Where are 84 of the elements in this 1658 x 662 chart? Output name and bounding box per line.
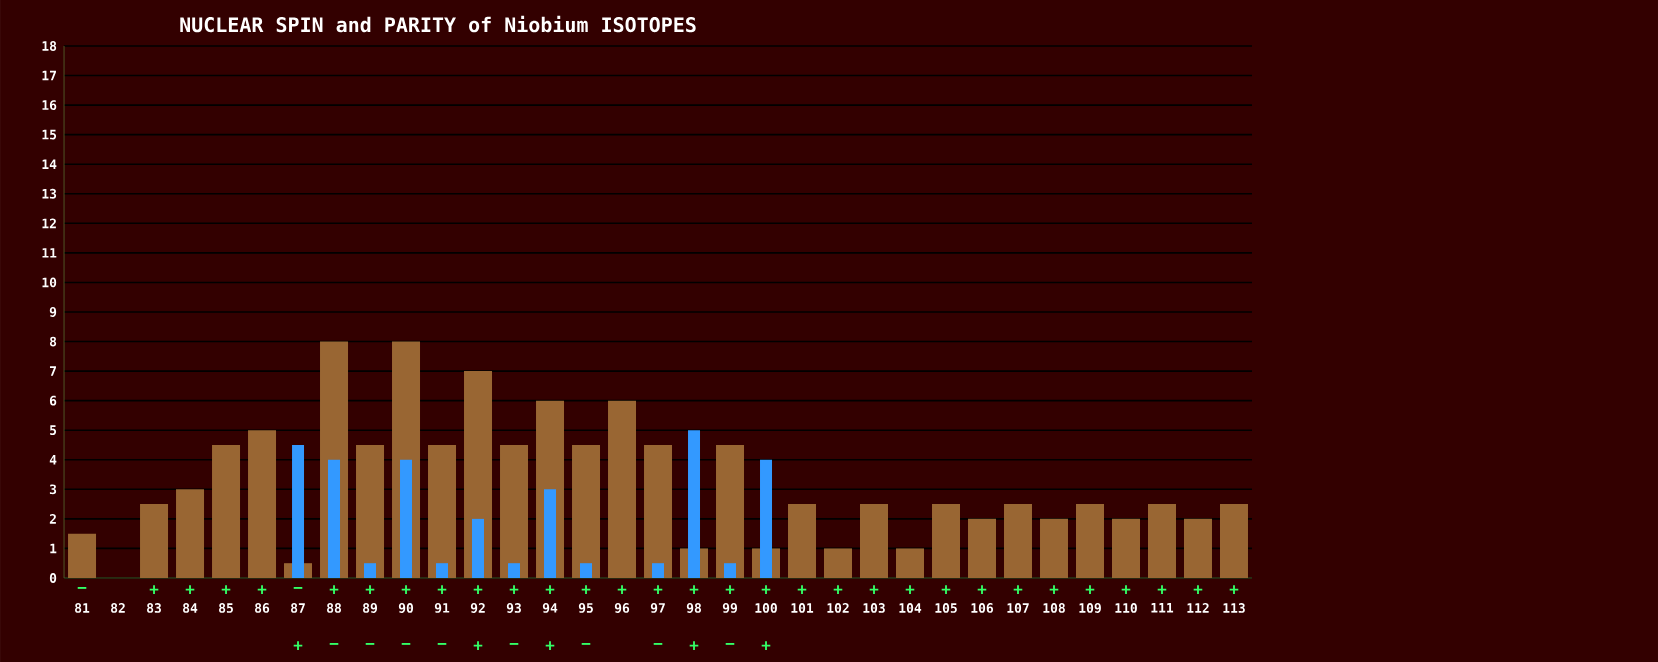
data-label: +: [905, 585, 915, 594]
bar: [292, 444, 305, 578]
data-label: +: [293, 641, 303, 650]
bar: [716, 444, 745, 578]
data-label: −: [77, 586, 87, 589]
data-label: +: [185, 585, 195, 594]
bar: [968, 518, 997, 578]
bar: [356, 444, 385, 578]
bar: [472, 518, 485, 578]
data-label: +: [689, 641, 699, 650]
data-label: +: [761, 585, 771, 594]
data-label: +: [1157, 585, 1167, 594]
data-label: −: [293, 586, 303, 589]
bar: [1004, 504, 1032, 578]
bar: [724, 563, 737, 578]
bar: [544, 489, 557, 578]
data-label: −: [509, 642, 519, 645]
data-label: +: [653, 585, 663, 594]
bar: [932, 504, 961, 578]
bar: [1076, 504, 1104, 578]
data-label: −: [581, 642, 591, 645]
data-label: +: [1049, 585, 1059, 594]
data-label: +: [1193, 585, 1203, 594]
bar: [760, 459, 773, 578]
bar: [1040, 518, 1068, 578]
bar: [400, 459, 413, 578]
data-label: +: [509, 585, 519, 594]
bar: [580, 563, 593, 578]
chart-title: NUCLEAR SPIN and PARITY of Niobium ISOTOPES: [180, 15, 696, 33]
bar: [500, 444, 529, 578]
data-label: +: [473, 641, 483, 650]
bar: [1220, 504, 1248, 578]
data-label: −: [329, 642, 339, 645]
bar: [572, 444, 601, 578]
data-label: −: [401, 642, 411, 645]
bar: [1148, 504, 1176, 578]
bar: [176, 489, 205, 578]
bar: [652, 563, 665, 578]
bar: [644, 444, 673, 578]
bar: [140, 504, 169, 578]
bar: [1112, 518, 1140, 578]
bar: [68, 533, 97, 578]
data-label: +: [941, 585, 951, 594]
bar: [428, 444, 457, 578]
bar: [364, 563, 377, 578]
data-label: +: [401, 585, 411, 594]
bar: [860, 504, 889, 578]
data-label: −: [365, 642, 375, 645]
bar: [896, 548, 925, 578]
data-label: +: [725, 585, 735, 594]
data-label: +: [833, 585, 843, 594]
data-label: −: [653, 642, 663, 645]
data-label: +: [869, 585, 879, 594]
bar: [328, 459, 341, 578]
bar: [788, 504, 817, 578]
data-label: +: [1121, 585, 1131, 594]
data-label: +: [545, 641, 555, 650]
data-label: +: [1013, 585, 1023, 594]
data-label: +: [1229, 585, 1239, 594]
data-label: +: [689, 585, 699, 594]
bar: [248, 430, 277, 578]
data-label: +: [617, 585, 627, 594]
bar: [608, 400, 637, 578]
bar: [508, 563, 521, 578]
data-label: +: [221, 585, 231, 594]
data-label: +: [329, 585, 339, 594]
data-label: +: [149, 585, 159, 594]
data-label: +: [545, 585, 555, 594]
bar: [1184, 518, 1212, 578]
data-label: −: [725, 642, 735, 645]
data-label: +: [761, 641, 771, 650]
data-label: +: [257, 585, 267, 594]
data-label: +: [1085, 585, 1095, 594]
bar: [688, 430, 701, 578]
bar: [212, 444, 241, 578]
data-label: +: [437, 585, 447, 594]
data-label: +: [977, 585, 987, 594]
bar: [824, 548, 853, 578]
data-label: −: [437, 642, 447, 645]
bar: [436, 563, 449, 578]
data-label: +: [365, 585, 375, 594]
data-label: +: [797, 585, 807, 594]
data-label: +: [473, 585, 483, 594]
data-label: +: [581, 585, 591, 594]
